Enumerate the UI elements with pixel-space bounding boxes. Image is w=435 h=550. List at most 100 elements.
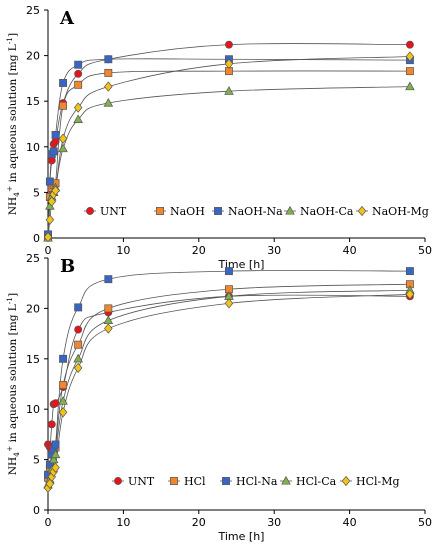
legend-item: NaOH-Na [212,205,283,218]
legend-label: UNT [100,205,127,218]
legend-item: NaOH-Ca [284,205,354,218]
data-point-NaOH-Ca [73,114,83,123]
x-tick-label: 10 [116,244,130,257]
legend-item: UNT [112,475,155,488]
x-tick-label: 20 [192,244,206,257]
data-point-HCl-Mg [104,323,113,334]
y-tick-label: 0 [33,232,40,245]
y-axis-label-part: NH [7,197,19,215]
series-line-UNT [47,294,410,450]
x-tick-label: 40 [343,516,357,529]
y-tick-label: 25 [26,252,40,265]
data-point-HCl-Mg [51,462,60,473]
data-point-NaOH-Mg [405,51,415,62]
data-point-UNT [74,69,83,78]
y-axis-label-part: + [5,186,14,192]
data-point-NaOH-Ca [58,143,68,153]
chart-panel-A: 0 10 20 30 40 50 0 5 10 15 20 25 Time [h] NH4+ in aqu… [5,4,432,271]
data-point-NaOH-Mg [58,133,68,144]
data-point-NaOH [405,67,414,76]
data-point-HCl-Ca [103,315,114,325]
data-point-HCl-Na [51,440,60,449]
data-point-NaOH-Na [59,79,68,87]
legend-item: NaOH-Mg [356,205,429,218]
legend-label: NaOH [170,205,205,218]
data-point-HCl-Na [59,354,68,363]
x-tick-label: 0 [45,244,52,257]
legend-marker [285,205,295,215]
legend-item: HCl [168,475,206,488]
legend-label: HCl [184,475,206,488]
legend-item: HCl-Mg [340,475,400,488]
y-tick-label: 5 [33,454,40,467]
legend-label: NaOH-Ca [300,205,354,218]
data-point-HCl-Ca [73,353,83,363]
y-tick-label: 10 [26,141,40,154]
legend-item: HCl-Ca [280,475,337,488]
data-point-UNT [225,40,233,49]
data-point-NaOH-Mg [43,231,53,243]
chart-panel-B: 0 10 20 30 40 50 0 5 10 15 20 25 Time [h] NH4+ in aqu… [5,252,432,543]
legend-label: HCl-Mg [356,475,400,488]
data-point-NaOH-Na [49,147,58,156]
data-point-NaOH-Ca [103,97,114,107]
data-point-NaOH [104,68,113,77]
y-tick-label: 5 [33,186,40,199]
x-axis-label: Time [h] [218,530,265,543]
x-tick-label: 0 [45,516,52,529]
data-point-NaOH-Na [51,130,60,139]
data-point-NaOH-Mg [73,102,83,113]
legend-marker [214,207,222,215]
legend-marker [357,205,367,217]
data-point-HCl-Na [405,267,414,276]
legend-marker [156,207,164,215]
y-axis-label-part: -1 [5,297,14,304]
legend-marker [86,207,94,215]
data-point-HCl-Ca [48,454,59,464]
data-point-NaOH [74,80,83,89]
data-point-HCl-Mg [405,289,415,300]
x-tick-label: 30 [267,516,281,529]
y-tick-label: 15 [26,95,40,108]
y-axis-label: NH4+ in aqueous solution [mg L-1] [5,33,21,215]
legend-item: HCl-Na [220,475,278,488]
data-point-HCl-Mg [224,298,234,309]
data-point-HCl-Mg [58,407,68,418]
series-line-HCl [47,283,410,478]
data-point-UNT [74,325,83,334]
legend-label: HCl-Na [236,475,278,488]
panel-label: A [59,8,75,29]
data-point-UNT [51,399,60,408]
data-point-HCl [59,381,68,389]
series-line-HCl-Ca [47,289,410,485]
y-axis-label-part: in aqueous solution [mg L [7,304,19,446]
data-point-NaOH-Na [74,60,83,69]
legend-marker [341,475,351,487]
legend-item: NaOH [154,205,205,218]
y-axis-label-part: in aqueous solution [mg L [7,44,19,186]
data-point-NaOH [59,101,68,110]
legend-marker [222,477,230,485]
y-axis-label-part: ] [7,33,19,37]
y-axis-label-part: ] [7,293,19,297]
data-point-HCl-Mg [73,362,83,374]
x-tick-label: 10 [116,516,130,529]
panel-label: B [60,256,75,277]
y-tick-label: 20 [26,50,40,63]
data-point-NaOH-Ca [224,86,234,95]
data-point-NaOH-Na [45,177,54,186]
x-tick-label: 40 [343,244,357,257]
y-axis-label-part: + [5,446,14,452]
data-point-NaOH-Mg [45,214,55,225]
legend-marker [114,477,122,485]
data-point-NaOH-Mg [51,185,60,196]
y-axis-label-part: 4 [12,452,21,457]
data-point-HCl-Na [104,275,113,284]
data-point-HCl-Na [225,267,233,276]
legend-marker [170,477,178,485]
x-tick-label: 50 [418,244,432,257]
x-tick-label: 20 [192,516,206,529]
legend-marker [281,475,291,485]
legend-label: UNT [128,475,155,488]
